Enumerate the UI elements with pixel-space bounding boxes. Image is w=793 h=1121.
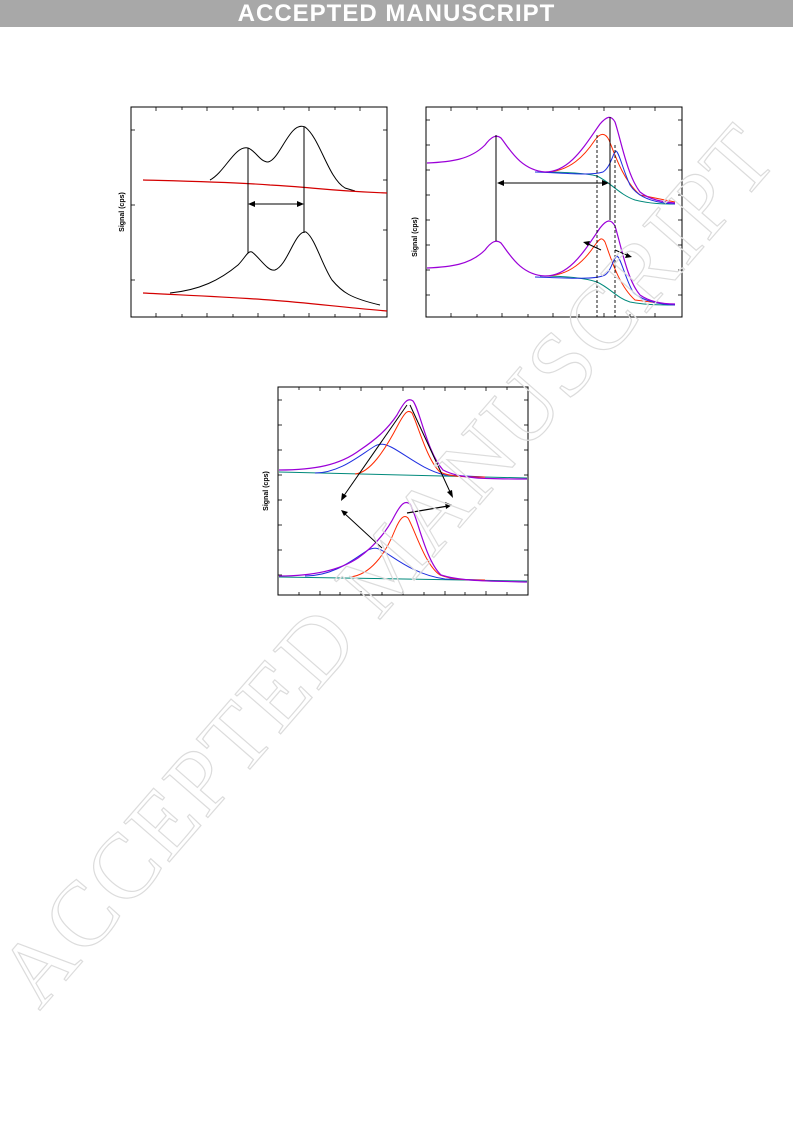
envelope-upper [426, 116, 676, 204]
component-red-lower [544, 238, 676, 306]
component-red-upper [354, 410, 486, 478]
bottom-ticks [450, 313, 656, 317]
component-blue-lower [304, 547, 486, 581]
diverge-arrow-left-head [583, 241, 590, 246]
component-blue-upper [314, 443, 486, 478]
chart-panel-top-left: Signal (cps) [119, 106, 388, 318]
arrow-to-lower-left [342, 404, 408, 498]
arrow-from-lower-right [406, 505, 449, 514]
top-ticks [155, 107, 361, 111]
shift-arrow-head-right [602, 180, 609, 186]
side-ticks [131, 129, 387, 281]
arrow-from-lower-left-head [341, 510, 348, 516]
arrow-to-lower-right [409, 404, 452, 495]
side-ticks [278, 399, 528, 576]
bottom-ticks [298, 591, 508, 595]
envelope-lower [426, 220, 676, 305]
diverge-arrow-right-head [625, 253, 632, 258]
baseline-lower [278, 576, 528, 582]
arrow-to-lower-left-head [341, 493, 347, 501]
envelope-lower [278, 501, 528, 583]
envelope-upper [278, 399, 528, 480]
accepted-manuscript-banner: ACCEPTED MANUSCRIPT [0, 0, 793, 27]
arrow-to-lower-right-head [447, 490, 453, 498]
y-axis-label: Signal (cps) [119, 192, 126, 232]
top-ticks [450, 107, 656, 111]
raw-spectrum-upper [209, 125, 356, 192]
plot-frame [425, 106, 683, 318]
arrow-from-lower-right-head [445, 502, 452, 509]
y-axis-label: Signal (cps) [263, 471, 270, 511]
top-ticks [298, 387, 508, 391]
bottom-ticks [155, 313, 361, 317]
component-blue-upper [534, 150, 676, 205]
y-axis-label: Signal (cps) [412, 217, 419, 257]
raw-spectrum-lower [169, 231, 381, 306]
baseline-upper [539, 171, 676, 205]
chart-panel-top-right: Signal (cps) [412, 106, 683, 318]
baseline-lower [539, 275, 676, 306]
arrow-from-lower-left [343, 512, 383, 549]
shift-arrow-head-right [297, 201, 304, 207]
side-ticks [426, 119, 682, 296]
chart-panel-bottom: Signal (cps) [263, 386, 529, 596]
component-red-upper [544, 133, 676, 203]
component-blue-lower [534, 255, 676, 306]
background-lower [142, 292, 388, 312]
baseline-upper [278, 471, 528, 479]
plot-frame [130, 106, 388, 318]
shift-arrow-head-left [248, 201, 255, 207]
shift-arrow-head-left [497, 180, 504, 186]
background-upper [142, 179, 388, 194]
